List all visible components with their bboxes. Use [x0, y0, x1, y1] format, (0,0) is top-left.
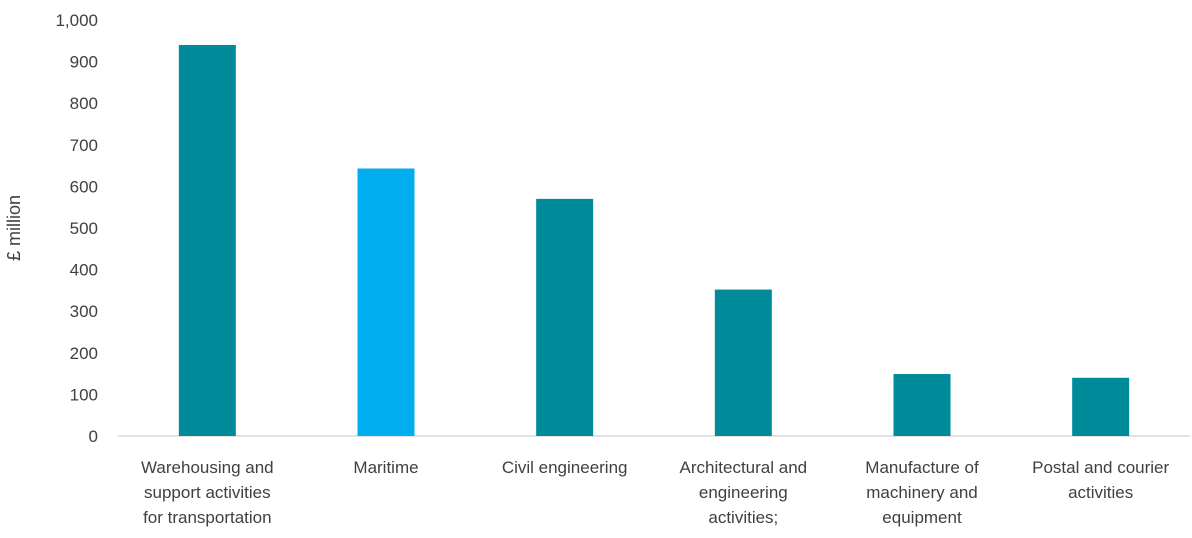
- x-category-label-line: Postal and courier: [1032, 458, 1169, 477]
- bar: [1072, 377, 1130, 436]
- y-tick-label: 0: [89, 427, 98, 446]
- bar: [357, 168, 415, 436]
- x-category-label-line: Manufacture of: [865, 458, 979, 477]
- x-category-label-line: activities: [1068, 483, 1133, 502]
- y-tick-label: 1,000: [55, 11, 98, 30]
- x-category-label-line: machinery and: [866, 483, 978, 502]
- y-tick-label: 900: [70, 53, 98, 72]
- x-category-label-line: support activities: [144, 483, 271, 502]
- x-category-label: Civil engineering: [502, 458, 628, 477]
- y-tick-label: 300: [70, 302, 98, 321]
- x-category-label-line: for transportation: [143, 508, 272, 527]
- y-axis-ticks: 0 100 200 300 400 500 600 700 800 900 1,000: [55, 11, 98, 446]
- y-tick-label: 200: [70, 344, 98, 363]
- x-category-label: Manufacture of machinery and equipment: [865, 458, 979, 527]
- x-category-label: Postal and courier activities: [1032, 458, 1169, 502]
- x-category-label-line: Architectural and: [680, 458, 808, 477]
- y-tick-label: 600: [70, 177, 98, 196]
- y-tick-label: 100: [70, 385, 98, 404]
- bar: [893, 374, 951, 436]
- y-axis-label: £ million: [4, 195, 24, 261]
- x-category-label-line: Warehousing and: [141, 458, 274, 477]
- x-axis-labels: Warehousing and support activities for tra…: [141, 458, 1169, 527]
- x-category-label: Maritime: [353, 458, 418, 477]
- x-category-label-line: Maritime: [353, 458, 418, 477]
- x-category-label: Architectural and engineering activities;: [680, 458, 808, 527]
- y-tick-label: 500: [70, 219, 98, 238]
- bars: [178, 44, 1130, 437]
- x-category-label: Warehousing and support activities for tra…: [141, 458, 274, 527]
- bar: [536, 198, 594, 436]
- y-tick-label: 800: [70, 94, 98, 113]
- x-category-label-line: activities;: [708, 508, 778, 527]
- y-tick-label: 700: [70, 136, 98, 155]
- bar: [714, 289, 772, 436]
- x-category-label-line: Civil engineering: [502, 458, 628, 477]
- y-tick-label: 400: [70, 261, 98, 280]
- x-category-label-line: equipment: [882, 508, 962, 527]
- bar: [178, 44, 236, 437]
- x-category-label-line: engineering: [699, 483, 788, 502]
